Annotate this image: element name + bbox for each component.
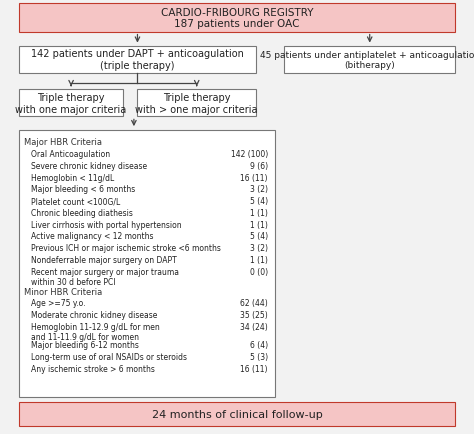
Text: 1 (1): 1 (1) [250,255,268,264]
Text: Oral Anticoagulation: Oral Anticoagulation [31,150,110,159]
Text: Chronic bleeding diathesis: Chronic bleeding diathesis [31,208,133,217]
Text: 1 (1): 1 (1) [250,220,268,229]
Text: 5 (4): 5 (4) [250,197,268,206]
Text: Major HBR Criteria: Major HBR Criteria [24,138,102,147]
Text: Major bleeding < 6 months: Major bleeding < 6 months [31,185,135,194]
Text: Long-term use of oral NSAIDs or steroids: Long-term use of oral NSAIDs or steroids [31,352,187,361]
FancyBboxPatch shape [19,402,455,426]
FancyBboxPatch shape [19,90,123,117]
Text: Liver cirrhosis with portal hypertension: Liver cirrhosis with portal hypertension [31,220,182,229]
Text: Previous ICH or major ischemic stroke <6 months: Previous ICH or major ischemic stroke <6… [31,243,221,253]
Text: Age >=75 y.o.: Age >=75 y.o. [31,299,85,308]
Text: and 11-11.9 g/dL for women: and 11-11.9 g/dL for women [31,332,139,341]
Text: 45 patients under antiplatelet + anticoagulation
(bitherapy): 45 patients under antiplatelet + anticoa… [260,50,474,70]
Text: Major bleeding 6-12 months: Major bleeding 6-12 months [31,340,139,349]
Text: 3 (2): 3 (2) [250,243,268,253]
Text: Hemoglobin 11-12.9 g/dL for men: Hemoglobin 11-12.9 g/dL for men [31,322,160,331]
Text: Platelet count <100G/L: Platelet count <100G/L [31,197,120,206]
Text: within 30 d before PCI: within 30 d before PCI [31,277,115,286]
Text: 1 (1): 1 (1) [250,208,268,217]
Text: 142 patients under DAPT + anticoagulation
(triple therapy): 142 patients under DAPT + anticoagulatio… [31,49,244,71]
Text: 9 (6): 9 (6) [250,161,268,171]
Text: 5 (3): 5 (3) [250,352,268,361]
Text: 16 (11): 16 (11) [240,173,268,182]
Text: 16 (11): 16 (11) [240,364,268,373]
Text: 62 (44): 62 (44) [240,299,268,308]
Text: Moderate chronic kidney disease: Moderate chronic kidney disease [31,310,157,319]
Text: Active malignancy < 12 months: Active malignancy < 12 months [31,232,153,241]
Text: Recent major surgery or major trauma: Recent major surgery or major trauma [31,267,179,276]
FancyBboxPatch shape [284,46,455,74]
Text: 0 (0): 0 (0) [250,267,268,276]
Text: Triple therapy
with > one major criteria: Triple therapy with > one major criteria [136,93,258,114]
Text: 24 months of clinical follow-up: 24 months of clinical follow-up [152,409,322,419]
Text: 35 (25): 35 (25) [240,310,268,319]
FancyBboxPatch shape [19,4,455,33]
Text: CARDIO-FRIBOURG REGISTRY
187 patients under OAC: CARDIO-FRIBOURG REGISTRY 187 patients un… [161,8,313,29]
Text: Nondeferrable major surgery on DAPT: Nondeferrable major surgery on DAPT [31,255,176,264]
Text: Any ischemic stroke > 6 months: Any ischemic stroke > 6 months [31,364,155,373]
Text: Hemoglobin < 11g/dL: Hemoglobin < 11g/dL [31,173,114,182]
Text: Triple therapy
with one major criteria: Triple therapy with one major criteria [16,93,127,114]
FancyBboxPatch shape [19,130,275,397]
FancyBboxPatch shape [137,90,256,117]
Text: 142 (100): 142 (100) [230,150,268,159]
FancyBboxPatch shape [19,46,256,74]
Text: 6 (4): 6 (4) [250,340,268,349]
Text: 5 (4): 5 (4) [250,232,268,241]
Text: 34 (24): 34 (24) [240,322,268,332]
Text: Minor HBR Criteria: Minor HBR Criteria [24,287,102,296]
Text: 3 (2): 3 (2) [250,185,268,194]
Text: Severe chronic kidney disease: Severe chronic kidney disease [31,161,147,171]
